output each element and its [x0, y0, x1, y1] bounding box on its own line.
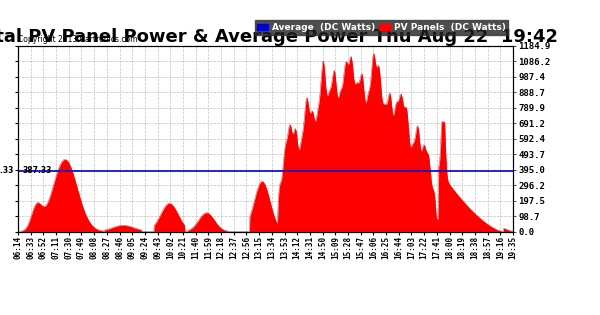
- Legend: Average  (DC Watts), PV Panels  (DC Watts): Average (DC Watts), PV Panels (DC Watts): [254, 20, 508, 35]
- Text: 387.33: 387.33: [0, 166, 14, 175]
- Text: 387.33: 387.33: [22, 166, 52, 175]
- Title: Total PV Panel Power & Average Power Thu Aug 22  19:42: Total PV Panel Power & Average Power Thu…: [0, 27, 558, 45]
- Text: Copyright 2013 Cartronics.com: Copyright 2013 Cartronics.com: [19, 35, 138, 43]
